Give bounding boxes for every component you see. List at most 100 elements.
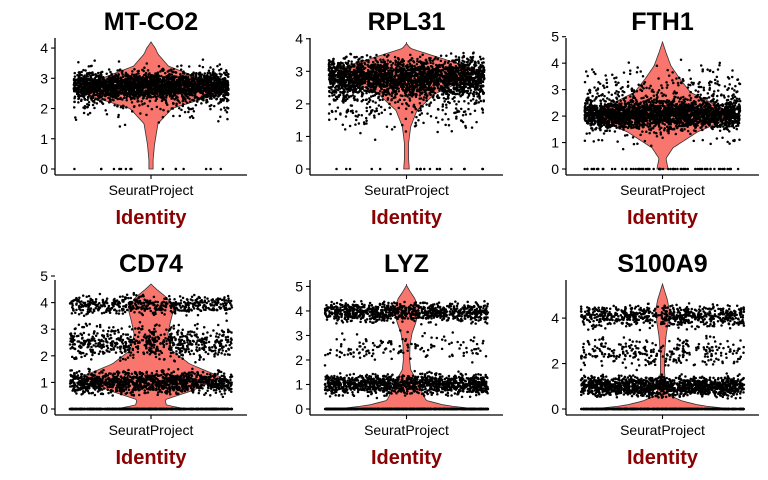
- data-point: [188, 100, 192, 103]
- data-point: [370, 73, 373, 76]
- data-point: [181, 104, 185, 108]
- data-point: [109, 95, 112, 98]
- data-point: [452, 96, 456, 99]
- data-point: [444, 103, 448, 107]
- data-point: [388, 106, 391, 109]
- data-point: [401, 83, 404, 87]
- data-point: [393, 125, 396, 129]
- data-point: [431, 62, 435, 65]
- data-point: [418, 94, 422, 97]
- data-point: [362, 121, 366, 124]
- data-point: [144, 72, 147, 76]
- data-point: [461, 120, 465, 124]
- data-point: [174, 70, 177, 74]
- data-point: [121, 75, 125, 78]
- data-point: [132, 105, 136, 109]
- data-point: [165, 89, 169, 92]
- data-point: [77, 81, 81, 85]
- data-point: [139, 93, 143, 96]
- data-point: [461, 114, 465, 117]
- data-point: [117, 115, 120, 119]
- data-point: [466, 60, 469, 64]
- data-point: [107, 81, 111, 84]
- data-point: [471, 55, 475, 59]
- data-point: [378, 92, 381, 96]
- data-point: [334, 110, 338, 113]
- data-point: [394, 96, 397, 99]
- data-point: [130, 110, 134, 113]
- data-point: [220, 73, 223, 76]
- data-point: [473, 102, 476, 106]
- data-point: [372, 88, 376, 91]
- panel-title: MT-CO2: [104, 8, 198, 36]
- data-point: [97, 81, 100, 84]
- data-point: [225, 87, 228, 91]
- data-point: [158, 92, 162, 95]
- data-point: [408, 62, 412, 66]
- data-point: [414, 121, 417, 125]
- data-point: [404, 89, 407, 92]
- data-point: [348, 167, 352, 171]
- data-point: [453, 111, 456, 115]
- data-point: [196, 80, 199, 83]
- data-point: [333, 74, 337, 78]
- data-point: [195, 72, 198, 75]
- data-point: [358, 86, 361, 89]
- data-point: [175, 102, 178, 105]
- data-point: [196, 84, 199, 88]
- data-point: [174, 92, 177, 95]
- data-point: [227, 72, 230, 76]
- data-point: [363, 62, 367, 66]
- data-point: [138, 84, 141, 87]
- data-point: [192, 82, 196, 86]
- data-point: [216, 64, 219, 68]
- data-point: [421, 91, 424, 94]
- data-point: [195, 90, 199, 93]
- data-point: [360, 55, 363, 59]
- data-point: [469, 99, 473, 102]
- data-point: [441, 118, 444, 121]
- data-point: [154, 72, 158, 75]
- data-point: [73, 100, 76, 104]
- data-point: [436, 96, 440, 99]
- data-point: [410, 57, 414, 60]
- data-point: [161, 115, 165, 119]
- data-point: [446, 95, 450, 98]
- data-point: [369, 88, 373, 92]
- data-point: [412, 103, 416, 107]
- data-point: [375, 81, 378, 84]
- data-point: [161, 86, 164, 89]
- data-point: [77, 101, 80, 104]
- data-point: [457, 62, 460, 66]
- data-point: [146, 90, 149, 94]
- data-point: [388, 102, 391, 106]
- data-point: [457, 100, 461, 103]
- data-point: [83, 90, 87, 94]
- data-point: [463, 73, 467, 77]
- data-point: [225, 111, 229, 114]
- data-point: [219, 108, 223, 111]
- data-point: [470, 58, 473, 61]
- data-point: [77, 60, 80, 64]
- data-point: [78, 74, 81, 77]
- data-point: [368, 97, 371, 100]
- data-point: [203, 72, 207, 75]
- data-point: [463, 85, 467, 89]
- data-point: [453, 74, 456, 78]
- data-point: [187, 65, 191, 68]
- data-point: [426, 112, 429, 115]
- data-point: [359, 131, 362, 135]
- data-point: [171, 101, 175, 105]
- data-point: [464, 113, 468, 116]
- data-point: [431, 96, 435, 99]
- data-point: [461, 92, 465, 96]
- data-point: [377, 112, 381, 116]
- data-point: [131, 70, 134, 73]
- data-point: [186, 73, 190, 76]
- data-point: [120, 80, 124, 83]
- data-point: [126, 80, 130, 84]
- data-point: [331, 83, 335, 87]
- data-point: [169, 77, 173, 80]
- data-point: [181, 72, 185, 75]
- data-point: [448, 82, 451, 86]
